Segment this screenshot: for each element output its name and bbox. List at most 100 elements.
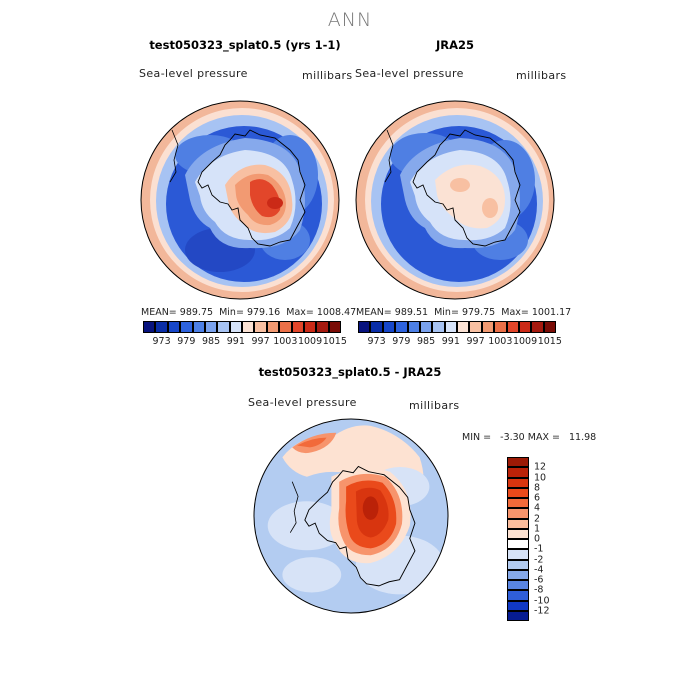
colorbar-tick-label: 10 bbox=[534, 472, 547, 483]
max-label: Max= bbox=[501, 307, 529, 318]
colorbar-panel-1-labels: 973 979 985 991 997 1003 1009 1015 bbox=[143, 336, 346, 350]
panel-2-title: JRA25 bbox=[435, 38, 475, 52]
colorbar-swatch bbox=[291, 321, 304, 333]
panel-2-units: millibars bbox=[516, 69, 567, 82]
colorbar-tick-label: 991 bbox=[226, 336, 245, 347]
diff-panel-stats: MIN = -3.30 MAX = 11.98 bbox=[462, 432, 597, 443]
colorbar-tick-label: 1015 bbox=[322, 336, 347, 347]
colorbar-tick-label: -2 bbox=[534, 554, 544, 565]
colorbar-swatch bbox=[507, 590, 529, 601]
colorbar-swatch bbox=[254, 321, 267, 333]
panel-1-units: millibars bbox=[302, 69, 353, 82]
colorbar-swatch bbox=[266, 321, 280, 333]
colorbar-swatch bbox=[507, 498, 529, 509]
colorbar-tick-label: -1 bbox=[534, 543, 544, 555]
colorbar-swatch bbox=[507, 508, 529, 519]
diff-panel-title: test050323_splat0.5 - JRA25 bbox=[258, 365, 442, 379]
colorbar-tick-label: 973 bbox=[367, 336, 386, 347]
colorbar-swatch bbox=[358, 321, 371, 333]
colorbar-panel-2-labels: 973 979 985 991 997 1003 1009 1015 bbox=[358, 336, 561, 350]
mean-value: 989.75 bbox=[179, 307, 214, 318]
colorbar-difference bbox=[507, 457, 529, 621]
panel-1-stats: MEAN= 989.75 Min= 979.16 Max= 1008.47 bbox=[141, 307, 356, 318]
colorbar-swatch bbox=[407, 321, 420, 333]
colorbar-swatch bbox=[543, 321, 556, 333]
colorbar-tick-label: 1009 bbox=[512, 336, 538, 347]
colorbar-swatch bbox=[370, 321, 383, 333]
min-value: 979.16 bbox=[246, 307, 281, 318]
min-label: Min= bbox=[434, 307, 459, 318]
south-america-coastline bbox=[169, 129, 179, 183]
colorbar-swatch bbox=[155, 321, 168, 333]
colorbar-swatch bbox=[180, 321, 193, 333]
diff-panel-units: millibars bbox=[409, 399, 460, 412]
colorbar-swatch bbox=[457, 321, 470, 333]
colorbar-tick-label: 0 bbox=[534, 533, 541, 545]
colorbar-swatch bbox=[507, 477, 529, 488]
colorbar-swatch bbox=[507, 518, 529, 529]
colorbar-difference-labels: 12 10 8 6 4 2 1 0 -1 -2 -4 -6 -8 -10 -12 bbox=[534, 457, 574, 621]
min-value: 979.75 bbox=[461, 307, 496, 318]
colorbar-swatch bbox=[531, 321, 544, 333]
antarctica-coastline bbox=[197, 129, 306, 247]
antarctica-coastline bbox=[304, 465, 416, 587]
colorbar-tick-label: 2 bbox=[534, 513, 541, 524]
colorbar-swatch bbox=[507, 457, 529, 468]
colorbar-swatch bbox=[507, 559, 529, 570]
colorbar-swatch bbox=[507, 549, 529, 560]
colorbar-tick-label: 973 bbox=[152, 336, 171, 347]
colorbar-swatch bbox=[494, 321, 507, 333]
max-label: Max= bbox=[286, 307, 314, 318]
colorbar-tick-label: 6 bbox=[534, 492, 541, 504]
max-value: 1001.17 bbox=[531, 307, 572, 318]
colorbar-swatch bbox=[303, 321, 317, 333]
colorbar-tick-label: -4 bbox=[534, 564, 544, 576]
colorbar-swatch bbox=[279, 321, 292, 333]
colorbar-swatch bbox=[507, 487, 529, 498]
map-panel-2 bbox=[355, 100, 555, 300]
panel-1-title: test050323_splat0.5 (yrs 1-1) bbox=[149, 38, 341, 52]
colorbar-swatch bbox=[507, 539, 529, 550]
colorbar-swatch bbox=[507, 569, 529, 580]
map-difference bbox=[253, 418, 449, 614]
colorbar-swatch bbox=[395, 321, 408, 333]
mean-label: MEAN= bbox=[356, 307, 392, 318]
colorbar-swatch bbox=[328, 321, 341, 333]
colorbar-tick-label: -6 bbox=[534, 574, 544, 586]
colorbar-tick-label: 12 bbox=[534, 461, 547, 473]
colorbar-panel-2 bbox=[358, 321, 556, 333]
colorbar-tick-label: 1 bbox=[534, 523, 541, 535]
colorbar-tick-label: 979 bbox=[392, 336, 411, 347]
colorbar-tick-label: 997 bbox=[251, 336, 270, 347]
min-label: Min= bbox=[219, 307, 244, 318]
colorbar-swatch bbox=[316, 321, 329, 333]
colorbar-tick-label: 1009 bbox=[297, 336, 323, 347]
colorbar-tick-label: 8 bbox=[534, 482, 541, 494]
colorbar-tick-label: 997 bbox=[466, 336, 485, 347]
diff-panel-variable: Sea-level pressure bbox=[248, 396, 357, 409]
panel-2-variable: Sea-level pressure bbox=[355, 67, 464, 80]
mean-value: 989.51 bbox=[394, 307, 429, 318]
colorbar-swatch bbox=[506, 321, 519, 333]
colorbar-tick-label: 4 bbox=[534, 502, 541, 514]
colorbar-swatch bbox=[507, 600, 529, 611]
panel-2-stats: MEAN= 989.51 Min= 979.75 Max= 1001.17 bbox=[356, 307, 571, 318]
colorbar-swatch bbox=[518, 321, 532, 333]
colorbar-swatch bbox=[192, 321, 205, 333]
mean-label: MEAN= bbox=[141, 307, 177, 318]
colorbar-tick-label: 979 bbox=[177, 336, 196, 347]
colorbar-swatch bbox=[229, 321, 242, 333]
south-america-coastline bbox=[289, 481, 299, 533]
colorbar-tick-label: -8 bbox=[534, 584, 544, 596]
colorbar-swatch bbox=[242, 321, 255, 333]
colorbar-tick-label: 1015 bbox=[537, 336, 562, 347]
colorbar-panel-1 bbox=[143, 321, 341, 333]
colorbar-tick-label: 985 bbox=[416, 336, 436, 347]
colorbar-tick-label: 1003 bbox=[488, 336, 513, 347]
colorbar-swatch bbox=[143, 321, 156, 333]
colorbar-swatch bbox=[167, 321, 181, 333]
colorbar-swatch bbox=[419, 321, 433, 333]
colorbar-swatch bbox=[217, 321, 230, 333]
map-panel-1 bbox=[140, 100, 340, 300]
colorbar-tick-label: -10 bbox=[534, 595, 550, 606]
